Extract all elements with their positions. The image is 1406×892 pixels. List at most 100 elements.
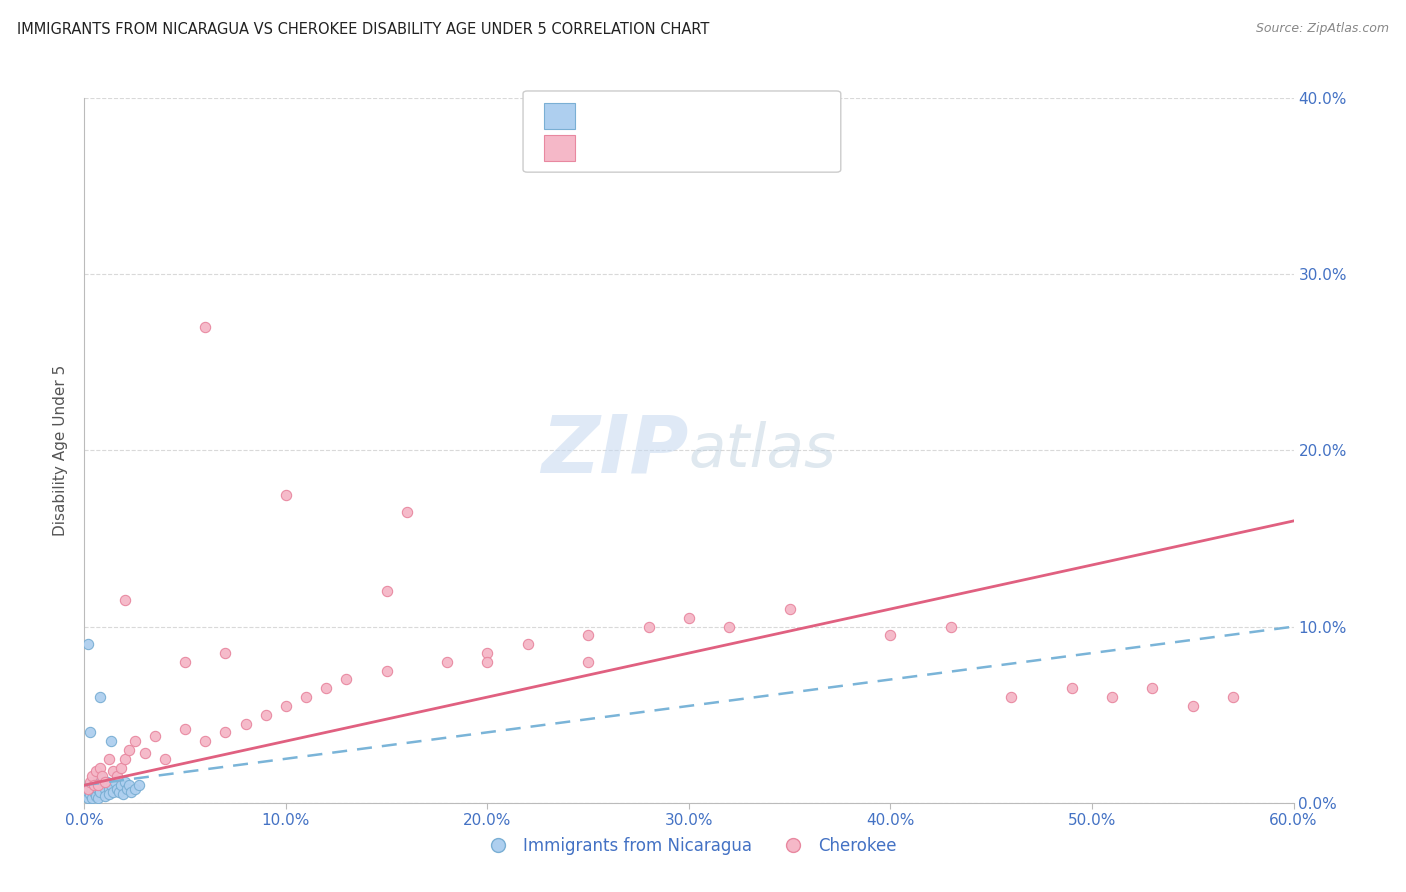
Point bbox=[77, 637, 100, 651]
Point bbox=[274, 698, 297, 713]
Point bbox=[576, 655, 599, 669]
Point bbox=[107, 785, 129, 799]
Point bbox=[105, 781, 128, 796]
Point bbox=[86, 764, 108, 778]
Point bbox=[101, 764, 124, 778]
Point bbox=[375, 584, 398, 599]
Point bbox=[295, 690, 318, 705]
Point bbox=[1142, 681, 1164, 696]
Point bbox=[87, 781, 110, 796]
Text: 54: 54 bbox=[718, 136, 741, 154]
Point bbox=[87, 790, 110, 805]
Text: R =: R = bbox=[586, 104, 623, 122]
Point bbox=[516, 637, 538, 651]
Point bbox=[83, 778, 105, 792]
Point bbox=[124, 781, 146, 796]
Point bbox=[718, 619, 741, 633]
Point bbox=[1101, 690, 1123, 705]
Point bbox=[134, 747, 156, 761]
Point bbox=[335, 673, 357, 687]
Point bbox=[779, 602, 801, 616]
Point bbox=[93, 781, 115, 796]
Point bbox=[77, 781, 100, 796]
Point bbox=[678, 611, 700, 625]
Point bbox=[174, 722, 197, 736]
Point bbox=[477, 646, 499, 660]
Point bbox=[89, 690, 111, 705]
Point bbox=[1181, 698, 1204, 713]
Point bbox=[75, 787, 97, 801]
Point bbox=[174, 655, 197, 669]
Point bbox=[82, 781, 104, 796]
Text: Source: ZipAtlas.com: Source: ZipAtlas.com bbox=[1256, 22, 1389, 36]
Point bbox=[235, 716, 257, 731]
Point bbox=[97, 787, 120, 801]
Text: R =: R = bbox=[586, 136, 623, 154]
Point bbox=[1222, 690, 1244, 705]
Point bbox=[1000, 690, 1022, 705]
Point bbox=[97, 752, 120, 766]
Point bbox=[194, 320, 217, 334]
Point bbox=[124, 734, 146, 748]
Point bbox=[93, 789, 115, 803]
Text: N =: N = bbox=[685, 136, 721, 154]
Point bbox=[77, 790, 100, 805]
Point bbox=[114, 593, 136, 607]
Point bbox=[637, 619, 659, 633]
Point bbox=[100, 734, 122, 748]
Point bbox=[79, 787, 101, 801]
Point bbox=[477, 655, 499, 669]
Point bbox=[395, 505, 418, 519]
Point bbox=[105, 769, 128, 783]
Text: atlas: atlas bbox=[689, 421, 837, 480]
Point bbox=[114, 774, 136, 789]
Point bbox=[79, 725, 101, 739]
Point bbox=[97, 781, 120, 796]
Point bbox=[254, 707, 277, 722]
Point bbox=[315, 681, 337, 696]
Text: 0.368: 0.368 bbox=[623, 136, 675, 154]
Point bbox=[87, 778, 110, 792]
Point bbox=[576, 628, 599, 642]
Point bbox=[86, 789, 108, 803]
Point bbox=[101, 785, 124, 799]
Point bbox=[143, 729, 166, 743]
Point bbox=[93, 774, 115, 789]
Point bbox=[274, 487, 297, 501]
Point bbox=[83, 785, 105, 799]
Point bbox=[111, 787, 134, 801]
Point bbox=[1060, 681, 1083, 696]
Point bbox=[110, 760, 132, 774]
Point bbox=[214, 646, 236, 660]
Point bbox=[104, 774, 127, 789]
Point bbox=[879, 628, 901, 642]
Point bbox=[83, 774, 105, 789]
Text: 38: 38 bbox=[718, 104, 741, 122]
Point bbox=[436, 655, 458, 669]
Point bbox=[96, 774, 118, 789]
Text: ZIP: ZIP bbox=[541, 411, 689, 490]
Text: 0.189: 0.189 bbox=[623, 104, 675, 122]
Point bbox=[118, 743, 141, 757]
Legend: Immigrants from Nicaragua, Cherokee: Immigrants from Nicaragua, Cherokee bbox=[474, 830, 904, 862]
Text: IMMIGRANTS FROM NICARAGUA VS CHEROKEE DISABILITY AGE UNDER 5 CORRELATION CHART: IMMIGRANTS FROM NICARAGUA VS CHEROKEE DI… bbox=[17, 22, 709, 37]
Point bbox=[194, 734, 217, 748]
Point bbox=[89, 785, 111, 799]
Point bbox=[79, 774, 101, 789]
Point bbox=[214, 725, 236, 739]
Point bbox=[375, 664, 398, 678]
Text: N =: N = bbox=[685, 104, 721, 122]
Point bbox=[89, 760, 111, 774]
Point bbox=[939, 619, 962, 633]
Point bbox=[100, 778, 122, 792]
Point bbox=[118, 778, 141, 792]
Point bbox=[91, 769, 114, 783]
Point bbox=[110, 778, 132, 792]
Point bbox=[77, 781, 100, 796]
Point bbox=[128, 778, 150, 792]
Point bbox=[115, 781, 138, 796]
Point bbox=[153, 752, 176, 766]
Point bbox=[91, 778, 114, 792]
Point bbox=[89, 769, 111, 783]
Y-axis label: Disability Age Under 5: Disability Age Under 5 bbox=[53, 365, 69, 536]
